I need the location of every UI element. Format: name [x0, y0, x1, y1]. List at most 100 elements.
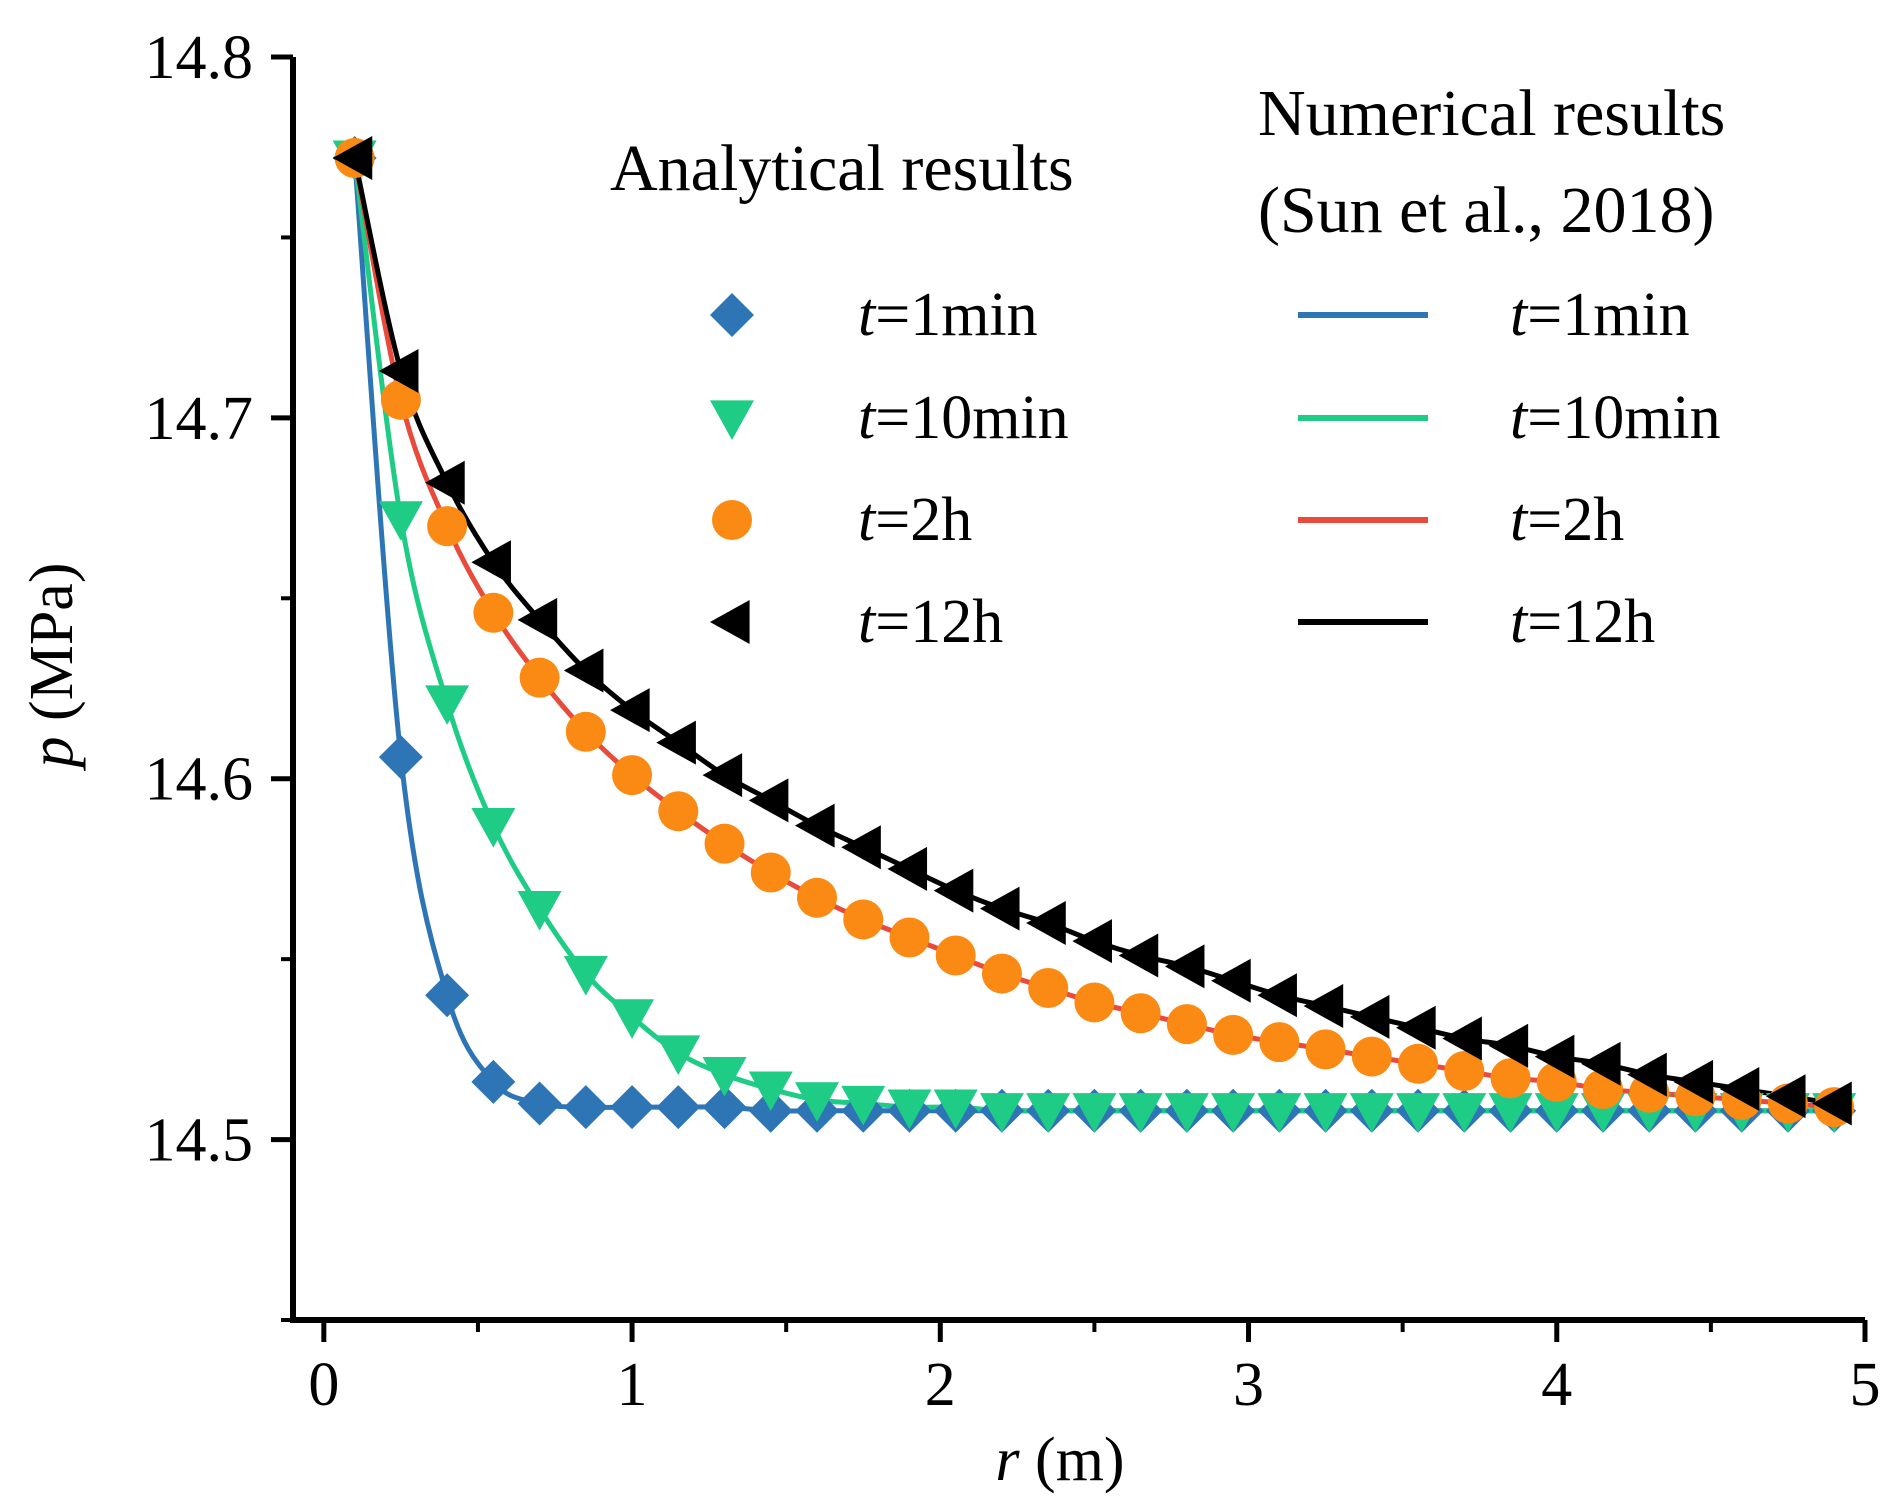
x-tick-label: 5	[1850, 1351, 1881, 1419]
data-point-1min	[425, 973, 470, 1018]
data-point-2h	[843, 899, 884, 940]
data-point-2h	[473, 592, 514, 633]
data-point-12h	[425, 460, 465, 505]
data-point-10min	[471, 808, 516, 848]
data-point-12h	[1534, 1034, 1575, 1079]
data-point-12h	[656, 720, 696, 765]
data-point-12h	[1627, 1052, 1667, 1097]
data-point-10min	[795, 1082, 839, 1122]
data-point-2h	[1120, 993, 1161, 1034]
data-point-10min	[1164, 1093, 1209, 1133]
data-point-10min	[702, 1057, 747, 1097]
data-point-12h	[1211, 958, 1251, 1003]
legend-analytical-label: t=1min	[858, 281, 1038, 349]
data-point-10min	[1072, 1093, 1117, 1133]
data-point-12h	[1396, 1005, 1436, 1050]
data-point-1min	[610, 1085, 655, 1130]
data-point-2h	[1351, 1036, 1392, 1077]
x-tick-label: 0	[308, 1351, 339, 1419]
data-point-2h	[981, 953, 1022, 994]
data-point-2h	[1259, 1022, 1300, 1063]
data-point-12h	[1303, 984, 1344, 1029]
data-point-10min	[425, 685, 470, 725]
data-point-10min	[1026, 1093, 1071, 1133]
data-point-2h	[1305, 1029, 1346, 1070]
data-point-2h	[1444, 1051, 1485, 1092]
data-point-2h	[797, 877, 837, 918]
legend-numerical-title-2: (Sun et al., 2018)	[1258, 174, 1714, 247]
x-tick-label: 3	[1233, 1351, 1264, 1419]
data-point-12h	[378, 348, 419, 393]
data-point-2h	[1398, 1043, 1439, 1084]
data-point-10min	[656, 1035, 701, 1075]
legend-analytical-title: Analytical results	[610, 132, 1074, 205]
data-point-10min	[563, 955, 608, 996]
data-point-10min	[517, 891, 562, 931]
data-point-10min	[378, 501, 423, 541]
data-point-12h	[841, 825, 881, 870]
data-point-12h	[610, 688, 650, 733]
data-point-2h	[704, 823, 745, 864]
legend-marker-12h	[710, 600, 750, 644]
data-point-12h	[563, 648, 604, 693]
data-point-10min	[748, 1071, 793, 1112]
data-point-2h	[427, 506, 468, 547]
data-point-10min	[610, 999, 655, 1039]
x-axis-unit: (m)	[1020, 1426, 1125, 1494]
data-point-12h	[1719, 1067, 1760, 1112]
data-point-2h	[750, 852, 791, 893]
x-axis-var: r	[995, 1426, 1020, 1494]
legend-marker-10min	[710, 400, 754, 440]
data-point-10min	[979, 1093, 1024, 1133]
data-point-12h	[471, 540, 511, 585]
data-point-10min	[1118, 1093, 1163, 1133]
y-tick-label: 14.7	[145, 385, 254, 453]
data-point-12h	[1118, 933, 1159, 978]
data-point-10min	[1534, 1093, 1579, 1133]
data-point-1min	[563, 1085, 608, 1130]
legend-numerical-label: t=1min	[1510, 281, 1690, 349]
data-point-12h	[979, 886, 1020, 931]
data-point-10min	[1211, 1093, 1256, 1133]
data-point-2h	[380, 379, 421, 420]
data-point-12h	[1765, 1074, 1806, 1119]
legend-numerical-title-1: Numerical results	[1258, 77, 1725, 150]
data-point-1min	[656, 1085, 701, 1130]
y-tick-label: 14.6	[145, 746, 254, 814]
data-point-12h	[1812, 1081, 1852, 1126]
x-tick-label: 1	[617, 1351, 648, 1419]
y-axis-var: p	[18, 736, 86, 771]
data-point-2h	[1490, 1058, 1531, 1099]
data-point-12h	[933, 868, 974, 913]
data-point-1min	[471, 1059, 516, 1104]
data-point-12h	[795, 803, 835, 848]
y-tick-label: 14.5	[145, 1107, 254, 1175]
data-point-2h	[935, 935, 976, 976]
data-point-10min	[1396, 1093, 1441, 1133]
data-point-12h	[1072, 919, 1113, 964]
x-axis-title: r (m)	[995, 1426, 1124, 1494]
data-point-2h	[1213, 1014, 1254, 1055]
data-point-12h	[1442, 1016, 1482, 1061]
data-point-2h	[565, 711, 606, 752]
y-axis-unit: (MPa)	[18, 563, 86, 737]
data-point-10min	[1349, 1093, 1394, 1133]
data-point-2h	[658, 791, 699, 832]
axes: 0 1 2 3 4 5 14.5 14.6 14.7 14.8	[145, 24, 1881, 1419]
legend: t=1min t=1min t=10min t=10min t=2h t=2h t=12h t…	[710, 281, 1721, 656]
data-point-12h	[1164, 944, 1205, 989]
data-point-10min	[841, 1085, 886, 1126]
data-point-12h	[1349, 994, 1390, 1039]
data-point-10min	[1257, 1093, 1302, 1133]
data-point-2h	[889, 917, 930, 958]
legend-analytical-label: t=10min	[858, 384, 1069, 452]
data-point-12h	[1488, 1023, 1529, 1068]
data-point-2h	[1166, 1004, 1207, 1045]
data-point-12h	[517, 597, 558, 642]
data-point-12h	[702, 753, 743, 798]
y-axis-title: p (MPa)	[18, 563, 86, 772]
x-tick-label: 2	[925, 1351, 956, 1419]
data-point-2h	[1074, 982, 1115, 1023]
data-point-10min	[933, 1089, 978, 1130]
